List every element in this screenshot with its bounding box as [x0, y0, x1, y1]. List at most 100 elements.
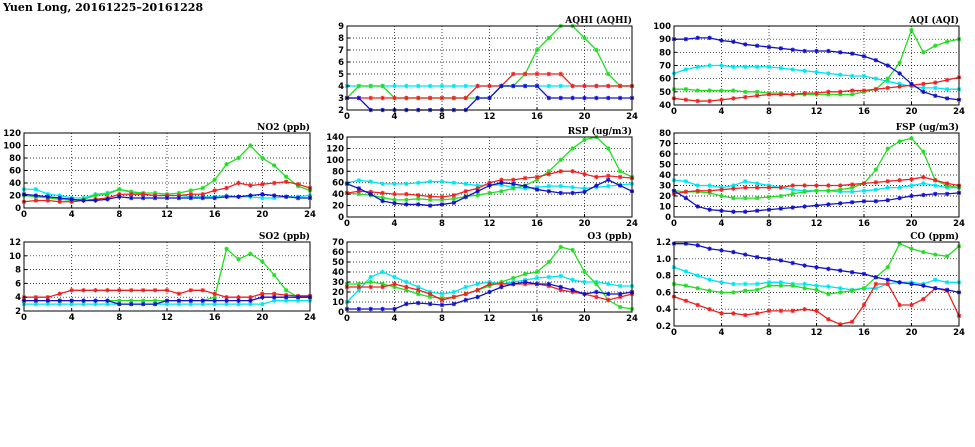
data-point — [743, 209, 748, 214]
chart-title: CO (ppm) — [910, 231, 959, 242]
x-tick-label: 20 — [256, 313, 268, 323]
data-point — [93, 193, 98, 198]
data-point — [861, 286, 867, 291]
x-tick-label: 16 — [858, 219, 870, 229]
page-title: Yuen Long, 20161225–20161228 — [3, 1, 204, 14]
data-point — [164, 193, 170, 198]
data-point — [558, 183, 563, 189]
data-point — [754, 89, 760, 95]
y-tick-label: 50 — [659, 161, 671, 171]
data-point — [731, 209, 736, 214]
data-point — [558, 287, 563, 293]
data-point — [802, 286, 807, 291]
data-point — [69, 199, 74, 204]
data-point — [81, 298, 86, 303]
chart-title: FSP (ug/m3) — [896, 122, 959, 133]
data-point — [176, 190, 182, 196]
x-tick-label: 20 — [906, 219, 918, 229]
data-point — [380, 190, 385, 196]
data-point — [248, 295, 253, 300]
data-point — [606, 95, 611, 101]
y-tick-label: 40 — [659, 101, 671, 111]
data-point — [921, 149, 926, 155]
chart-aqi: AQI (AQI) 0 4 8 12 16 20 24 40 50 60 70 80 90 100 — [653, 15, 965, 117]
data-point — [69, 197, 74, 202]
chart-title: RSP (ug/m3) — [568, 126, 632, 137]
x-tick-label: 24 — [304, 313, 316, 323]
data-point — [57, 193, 62, 198]
data-point — [546, 95, 552, 101]
data-point — [743, 312, 748, 318]
data-point — [570, 190, 575, 196]
y-tick-label: 2 — [338, 106, 344, 116]
data-point — [511, 177, 516, 183]
y-tick-label: 7 — [338, 46, 344, 56]
data-point — [463, 83, 468, 89]
data-point — [570, 277, 575, 283]
data-point — [873, 187, 879, 192]
data-point — [897, 302, 902, 308]
data-point — [522, 186, 528, 191]
data-point — [790, 67, 795, 72]
data-point — [695, 98, 700, 104]
data-point — [260, 182, 265, 187]
data-point — [754, 254, 760, 260]
series-line-green — [24, 247, 310, 302]
data-point — [826, 48, 831, 54]
data-point — [392, 181, 397, 187]
data-point — [499, 189, 504, 194]
data-point — [212, 301, 217, 307]
data-point — [392, 197, 397, 203]
data-point — [463, 181, 468, 187]
y-tick-label: 12 — [9, 238, 21, 248]
data-point — [475, 281, 480, 287]
data-point — [283, 298, 289, 303]
data-point — [873, 58, 879, 63]
data-point — [606, 177, 611, 183]
data-point — [558, 95, 563, 101]
y-tick-label: 60 — [659, 150, 671, 160]
x-tick-label: 16 — [531, 314, 543, 324]
data-point — [707, 98, 712, 104]
data-point — [617, 169, 623, 174]
data-point — [606, 297, 611, 303]
data-point — [416, 202, 421, 207]
data-point — [356, 178, 362, 183]
data-point — [283, 288, 289, 293]
data-point — [200, 195, 205, 201]
chart-title: AQI (AQI) — [908, 15, 959, 26]
data-point — [558, 244, 563, 250]
data-point — [439, 83, 445, 89]
y-tick-label: 9 — [338, 22, 344, 32]
data-point — [683, 283, 689, 288]
data-point — [499, 177, 504, 183]
data-point — [33, 193, 39, 198]
data-point — [683, 179, 689, 184]
data-point — [404, 301, 409, 307]
data-point — [380, 269, 385, 275]
data-point — [176, 298, 182, 303]
data-point — [570, 83, 575, 89]
data-point — [695, 243, 700, 248]
data-point — [838, 187, 843, 192]
data-point — [909, 177, 914, 182]
data-point — [57, 199, 62, 204]
data-point — [849, 92, 855, 97]
x-tick-label: 4 — [719, 107, 725, 117]
data-point — [404, 279, 409, 285]
data-point — [873, 76, 879, 81]
data-point — [617, 291, 623, 297]
data-point — [743, 281, 748, 287]
x-tick-label: 12 — [811, 219, 823, 229]
data-point — [814, 69, 819, 75]
data-point — [416, 83, 421, 89]
data-point — [814, 188, 819, 193]
data-point — [731, 249, 736, 255]
data-point — [944, 191, 950, 197]
data-point — [439, 297, 445, 303]
data-point — [33, 198, 39, 203]
data-point — [802, 90, 807, 96]
data-point — [897, 280, 902, 285]
data-point — [356, 306, 362, 312]
